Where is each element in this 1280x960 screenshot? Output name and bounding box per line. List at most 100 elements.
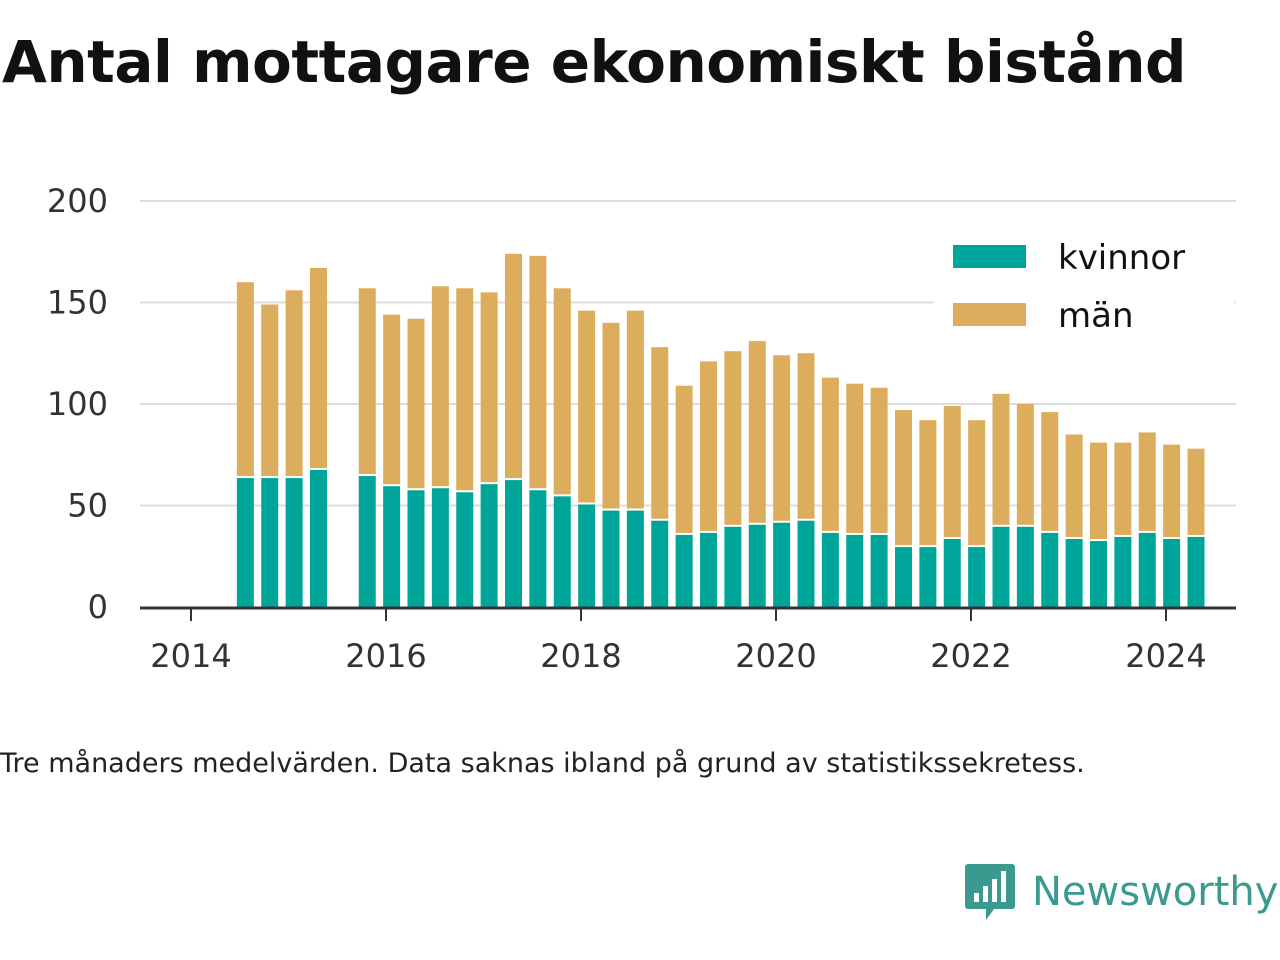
footnote: Tre månaders medelvärden. Data saknas ib… [0,748,1085,779]
legend-label-kvinnor: kvinnor [1058,238,1185,278]
bar-kvinnor [724,526,742,607]
bar-kvinnor [553,496,571,607]
bar-kvinnor [992,526,1010,607]
bar-man [724,351,742,525]
bar-kvinnor [358,476,376,607]
x-tick-label: 2014 [150,637,231,675]
bar-man [505,253,522,479]
bar-man [748,341,766,523]
bar-kvinnor [821,532,839,607]
bar-man [1090,442,1107,540]
bar-man [1041,412,1059,531]
bar-kvinnor [505,480,522,607]
legend: kvinnor män [934,230,1234,348]
bar-man [578,310,596,503]
bar-man [383,314,401,485]
bar-kvinnor [431,488,449,607]
bar-kvinnor [456,492,474,607]
bar-man [261,304,279,477]
x-tick-label: 2016 [345,637,426,675]
bar-kvinnor [1065,538,1083,607]
bar-man [895,410,912,546]
bar-kvinnor [383,486,401,607]
bar-kvinnor [285,478,303,607]
bar-kvinnor [310,469,327,607]
bar-kvinnor [480,484,498,607]
bar-man [310,267,327,468]
x-tick-label: 2022 [930,637,1011,675]
bar-man [651,347,669,519]
bar-kvinnor [1016,526,1034,607]
bar-kvinnor [1114,536,1132,607]
x-tick-label: 2020 [735,637,816,675]
bar-man [456,288,474,491]
bar-kvinnor [870,534,888,607]
y-tick-label: 200 [47,182,108,220]
bar-man [846,383,864,533]
bar-man [700,361,717,531]
bar-kvinnor [602,510,620,607]
bar-man [943,406,961,537]
bar-man [1065,434,1083,537]
bar-kvinnor [675,534,693,607]
bar-kvinnor [1187,536,1205,607]
bar-man [797,353,815,519]
bar-man [1187,448,1205,535]
y-axis-ticks: 0 50 100 150 200 [47,182,108,626]
bar-man [431,286,449,487]
bar-man [285,290,303,477]
bar-man [358,288,376,475]
bar-kvinnor [529,490,547,607]
bar-kvinnor [700,532,717,607]
bar-man [626,310,644,509]
bar-man [919,420,937,546]
legend-swatch-man [953,303,1026,326]
bar-kvinnor [578,504,596,607]
bar-man [992,393,1010,525]
brand: Newsworthy [964,862,1278,922]
y-tick-label: 150 [47,284,108,322]
y-tick-label: 100 [47,385,108,423]
brand-name: Newsworthy [1032,869,1279,915]
y-tick-label: 0 [88,588,108,626]
bar-kvinnor [773,522,791,607]
bar-man [1138,432,1156,531]
bar-kvinnor [797,520,815,607]
newsworthy-logo-icon [965,864,1015,920]
x-axis-ticks: 2014 2016 2018 2020 2022 2024 [150,609,1207,675]
x-tick-label: 2018 [540,637,621,675]
bar-man [529,255,547,489]
bar-man [773,355,791,521]
bar-kvinnor [968,547,986,607]
bar-man [968,420,986,546]
bars [236,253,1205,607]
bar-kvinnor [1090,541,1107,607]
x-tick-label: 2024 [1125,637,1206,675]
bar-kvinnor [919,547,937,607]
legend-swatch-kvinnor [953,245,1026,268]
bar-kvinnor [261,478,279,607]
bar-man [1163,444,1181,537]
bar-man [602,322,620,509]
bar-kvinnor [895,547,912,607]
bar-man [1114,442,1132,535]
bar-kvinnor [1041,532,1059,607]
bar-man [480,292,498,483]
bar-man [407,318,425,489]
bar-kvinnor [236,478,254,607]
bar-man [870,387,888,533]
bar-kvinnor [407,490,425,607]
bar-kvinnor [846,534,864,607]
bar-kvinnor [1138,532,1156,607]
bar-kvinnor [651,520,669,607]
y-tick-label: 50 [67,487,108,525]
bar-man [236,282,254,477]
bar-man [675,385,693,533]
bar-kvinnor [748,524,766,607]
bar-kvinnor [943,538,961,607]
bar-man [553,288,571,495]
bar-kvinnor [1163,538,1181,607]
bar-man [1016,404,1034,525]
bar-man [821,377,839,531]
